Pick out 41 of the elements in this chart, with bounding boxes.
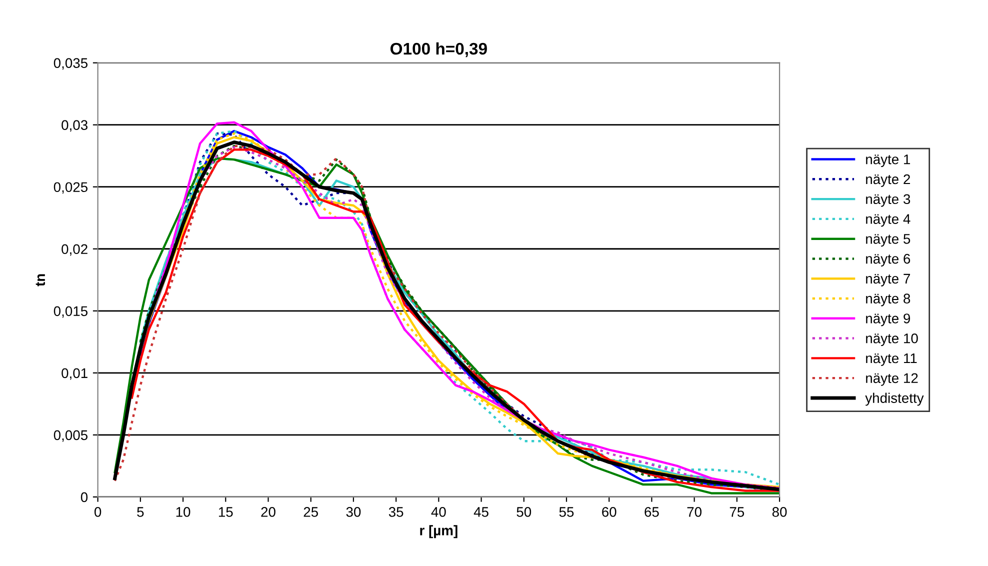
y-tick-label: 0,02 bbox=[62, 244, 88, 256]
legend-label: näyte 5 bbox=[866, 234, 910, 247]
legend-label: näyte 12 bbox=[866, 373, 918, 386]
legend-label: näyte 6 bbox=[866, 254, 910, 266]
legend-label: näyte 7 bbox=[866, 274, 910, 286]
y-tick-label: 0,03 bbox=[62, 120, 88, 132]
x-tick-label: 15 bbox=[218, 507, 233, 517]
legend-label: näyte 2 bbox=[866, 174, 910, 187]
x-tick-label: 80 bbox=[772, 507, 787, 517]
y-tick-label: 0,01 bbox=[62, 368, 88, 380]
legend-label: näyte 4 bbox=[866, 214, 910, 227]
x-tick-label: 40 bbox=[431, 507, 446, 517]
x-tick-label: 65 bbox=[644, 507, 659, 517]
chart-title: O100 h=0,39 bbox=[390, 42, 487, 58]
y-tick-label: 0,025 bbox=[54, 182, 88, 194]
y-tick-label: 0,015 bbox=[54, 306, 88, 318]
x-tick-label: 60 bbox=[602, 507, 616, 517]
legend-label: näyte 3 bbox=[866, 194, 910, 207]
x-tick-label: 50 bbox=[516, 507, 532, 517]
x-tick-label: 35 bbox=[388, 507, 404, 517]
legend-label: näyte 11 bbox=[866, 353, 917, 366]
x-tick-label: 0 bbox=[94, 507, 102, 517]
y-tick-label: 0 bbox=[80, 492, 88, 502]
x-tick-label: 70 bbox=[687, 507, 702, 517]
y-axis-title: tn bbox=[36, 274, 46, 286]
x-tick-label: 5 bbox=[137, 507, 144, 517]
y-tick-label: 0,005 bbox=[54, 430, 88, 442]
legend-label: näyte 1 bbox=[866, 154, 910, 168]
x-tick-label: 45 bbox=[474, 507, 488, 517]
x-tick-label: 10 bbox=[176, 507, 190, 517]
legend-label: näyte 8 bbox=[866, 294, 910, 306]
x-tick-label: 75 bbox=[730, 507, 744, 517]
legend-label: yhdistetty bbox=[865, 392, 924, 406]
legend-label: näyte 9 bbox=[866, 314, 910, 326]
y-tick-label: 0,035 bbox=[54, 58, 88, 70]
legend-label: näyte 10 bbox=[866, 333, 918, 346]
x-axis-title: r [µm] bbox=[420, 525, 458, 538]
x-tick-label: 55 bbox=[559, 507, 574, 517]
x-tick-label: 20 bbox=[261, 507, 276, 517]
x-tick-label: 25 bbox=[304, 507, 318, 517]
x-tick-label: 30 bbox=[346, 507, 361, 517]
